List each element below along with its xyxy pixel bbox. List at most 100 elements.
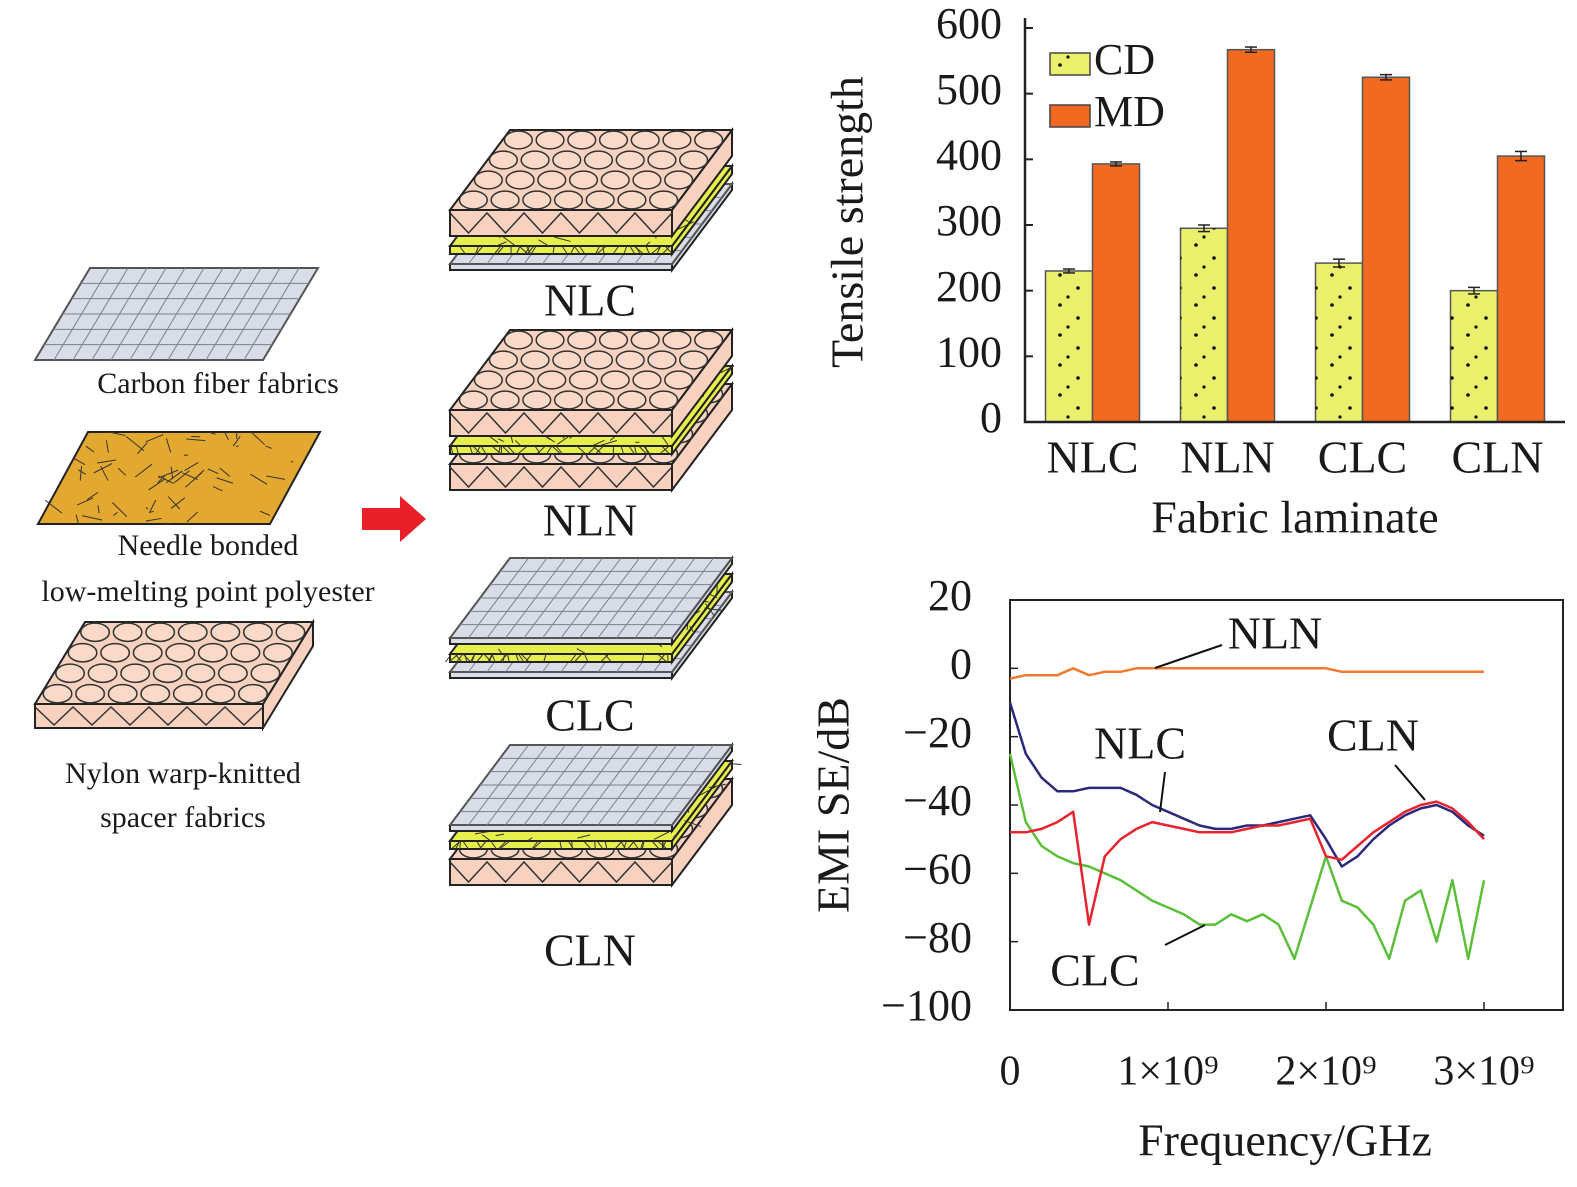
fiber <box>462 840 469 850</box>
spacer-cell <box>42 683 73 704</box>
spacer-cell <box>649 390 679 410</box>
y-tick-label: −100 <box>881 981 972 1030</box>
spacer-cell <box>567 330 597 350</box>
spacer-cell <box>230 642 261 663</box>
fiber <box>604 653 612 663</box>
error-bar <box>1380 73 1392 81</box>
fiber <box>455 445 459 455</box>
bar-texture <box>1045 270 1093 422</box>
x-tick-label: CLN <box>1452 432 1544 483</box>
fiber <box>577 834 591 839</box>
series-annotation: NLN <box>1228 608 1323 659</box>
fiber <box>158 469 179 479</box>
layer-N <box>33 618 315 732</box>
fiber <box>632 840 639 850</box>
spacer-cell <box>552 350 582 370</box>
fiber <box>113 511 118 516</box>
spacer-cell <box>664 370 694 390</box>
fiber <box>472 445 482 455</box>
fiber <box>482 834 492 842</box>
fiber <box>704 607 723 612</box>
fiber <box>79 465 83 481</box>
y-tick-label: 400 <box>936 130 1002 179</box>
fiber <box>576 445 587 455</box>
fiber <box>219 467 231 477</box>
fiber <box>614 840 623 850</box>
fiber <box>165 438 172 453</box>
fiber <box>684 820 702 828</box>
fiber <box>518 653 525 663</box>
fiber <box>185 472 203 488</box>
fiber <box>559 840 562 850</box>
spacer-cell <box>488 350 518 370</box>
fiber <box>499 840 511 850</box>
annotation-leader <box>1394 764 1426 801</box>
bar-texture <box>1315 263 1363 422</box>
x-axis-label: Frequency/GHz <box>1138 1115 1432 1166</box>
spacer-cell <box>694 130 724 150</box>
fiber <box>450 445 454 455</box>
fiber <box>604 840 608 850</box>
fiber <box>524 245 531 255</box>
spacer-cell <box>598 330 629 350</box>
y-tick-label: −20 <box>903 708 972 757</box>
fiber <box>85 445 95 453</box>
series-annotation: CLN <box>1327 710 1419 761</box>
x-tick-label: 2×10⁹ <box>1275 1049 1376 1095</box>
fiber <box>182 472 198 480</box>
fiber <box>595 245 601 255</box>
fiber <box>451 236 458 245</box>
spacer-cell <box>617 390 647 410</box>
fiber <box>641 840 645 850</box>
spacer-cell <box>662 330 692 350</box>
spacer-pile <box>449 411 673 435</box>
fiber <box>601 245 605 255</box>
spacer-cell <box>632 370 662 390</box>
fiber <box>525 653 532 663</box>
fiber <box>75 514 79 523</box>
y-axis-label: Tensile strength <box>822 76 873 368</box>
spacer-cell <box>662 130 692 150</box>
fiber <box>479 840 487 850</box>
fiber <box>584 653 589 663</box>
fiber <box>493 245 502 255</box>
fiber <box>623 245 628 255</box>
fiber <box>471 653 476 663</box>
series-line <box>1009 667 1484 680</box>
spacer-cell <box>242 622 273 643</box>
fiber <box>487 653 493 663</box>
fiber <box>569 653 577 663</box>
x-tick-label: 0 <box>1000 1049 1021 1095</box>
fiber <box>207 468 219 475</box>
fiber <box>117 467 127 476</box>
spacer-cell <box>197 642 228 663</box>
fiber <box>100 465 109 481</box>
diagram: Carbon fiber fabrics Needle bonded low-mel… <box>33 127 742 976</box>
fiber <box>44 499 63 514</box>
y-tick-label: 500 <box>936 65 1002 114</box>
fiber <box>546 445 553 455</box>
fiber <box>629 245 636 255</box>
spacer-cell <box>617 190 647 210</box>
fiber <box>634 245 641 255</box>
fiber <box>657 653 668 663</box>
y-tick-label: 0 <box>950 639 972 688</box>
spacer-cell <box>185 663 216 684</box>
fiber <box>498 648 503 655</box>
fiber <box>455 840 461 850</box>
legend-label: CD <box>1094 35 1155 84</box>
fiber <box>212 486 223 492</box>
legend-swatch <box>1049 104 1091 128</box>
fiber <box>126 436 145 452</box>
fiber <box>186 511 199 523</box>
error-bar <box>1468 286 1480 295</box>
spacer-cell <box>503 130 533 150</box>
layer-front <box>449 653 673 663</box>
axes <box>1023 18 1565 424</box>
fiber <box>587 445 597 455</box>
fiber <box>515 653 520 663</box>
fiber <box>459 245 466 255</box>
fiber <box>475 245 484 255</box>
fiber <box>633 245 644 255</box>
y-tick-label: 300 <box>936 196 1002 245</box>
